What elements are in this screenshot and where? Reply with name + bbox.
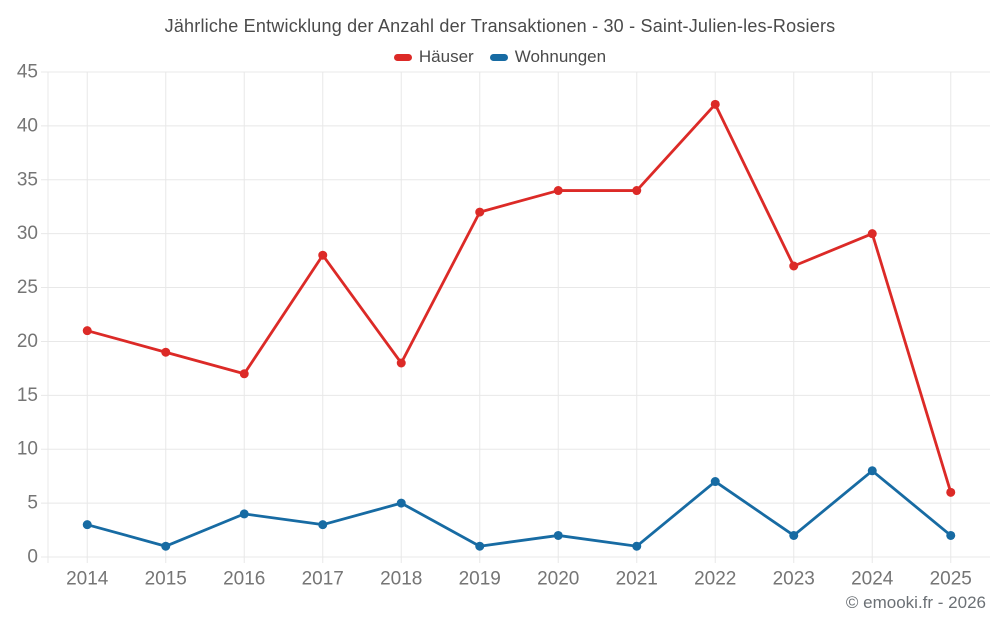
x-axis-tick-label: 2024 (851, 569, 894, 590)
x-axis-tick-label: 2025 (930, 569, 972, 590)
data-point-wohnungen-2019[interactable] (475, 541, 485, 551)
data-point-wohnungen-2017[interactable] (318, 520, 328, 530)
y-axis-tick-label: 45 (17, 62, 38, 83)
data-point-häuser-2016[interactable] (239, 369, 249, 379)
haeuser-series-swatch (393, 53, 412, 61)
x-axis-tick-label: 2021 (616, 569, 658, 590)
y-axis-tick-label: 25 (17, 277, 38, 298)
copyright-footer: © emooki.fr - 2026 (845, 593, 986, 612)
x-axis-tick-label: 2015 (145, 569, 187, 590)
x-axis-tick-label: 2020 (537, 569, 579, 590)
data-point-wohnungen-2016[interactable] (239, 509, 249, 519)
series-line-häuser (85, 102, 953, 494)
x-axis-tick-label: 2018 (380, 569, 422, 590)
series-line-wohnungen (85, 469, 953, 548)
data-point-wohnungen-2023[interactable] (789, 530, 799, 540)
legend-label-haeuser: Häuser (418, 47, 474, 66)
data-point-häuser-2015[interactable] (161, 347, 171, 357)
wohnungen-series-swatch (489, 53, 508, 61)
data-point-wohnungen-2014[interactable] (82, 520, 92, 530)
data-point-häuser-2025[interactable] (946, 487, 956, 497)
y-axis-tick-label: 0 (27, 547, 38, 568)
chart-legend: Häuser Wohnungen (0, 46, 1000, 68)
x-axis-tick-label: 2017 (302, 569, 344, 590)
data-point-häuser-2021[interactable] (632, 186, 642, 196)
y-axis-tick-label: 30 (17, 223, 38, 244)
legend-label-wohnungen: Wohnungen (514, 47, 607, 66)
legend-item-haeuser[interactable]: Häuser (393, 47, 474, 67)
y-axis-tick-label: 10 (17, 439, 38, 460)
data-point-häuser-2024[interactable] (867, 229, 877, 239)
data-point-häuser-2022[interactable] (710, 99, 720, 109)
data-point-häuser-2020[interactable] (553, 186, 563, 196)
data-point-häuser-2017[interactable] (318, 250, 328, 260)
x-axis-tick-label: 2016 (223, 569, 265, 590)
legend-item-wohnungen[interactable]: Wohnungen (489, 47, 607, 67)
y-axis-tick-label: 5 (27, 493, 38, 514)
data-point-wohnungen-2022[interactable] (710, 477, 720, 487)
data-point-wohnungen-2024[interactable] (867, 466, 877, 476)
chart-title: Jährliche Entwicklung der Anzahl der Tra… (164, 16, 836, 36)
data-point-wohnungen-2020[interactable] (553, 530, 563, 540)
y-axis-tick-label: 35 (17, 169, 38, 190)
data-point-häuser-2019[interactable] (475, 207, 485, 217)
data-point-wohnungen-2025[interactable] (946, 530, 956, 540)
data-point-häuser-2023[interactable] (789, 261, 799, 271)
x-axis-tick-label: 2014 (66, 569, 109, 590)
x-axis-tick-label: 2022 (694, 569, 736, 590)
data-point-wohnungen-2015[interactable] (161, 541, 171, 551)
y-axis-tick-label: 15 (17, 385, 38, 406)
data-point-häuser-2014[interactable] (82, 326, 92, 336)
data-point-wohnungen-2021[interactable] (632, 541, 642, 551)
y-axis-tick-label: 40 (17, 115, 38, 136)
data-point-wohnungen-2018[interactable] (396, 498, 406, 508)
x-axis-tick-label: 2023 (773, 569, 815, 590)
data-point-häuser-2018[interactable] (396, 358, 406, 368)
x-axis-tick-label: 2019 (459, 569, 501, 590)
y-axis-tick-label: 20 (17, 331, 38, 352)
